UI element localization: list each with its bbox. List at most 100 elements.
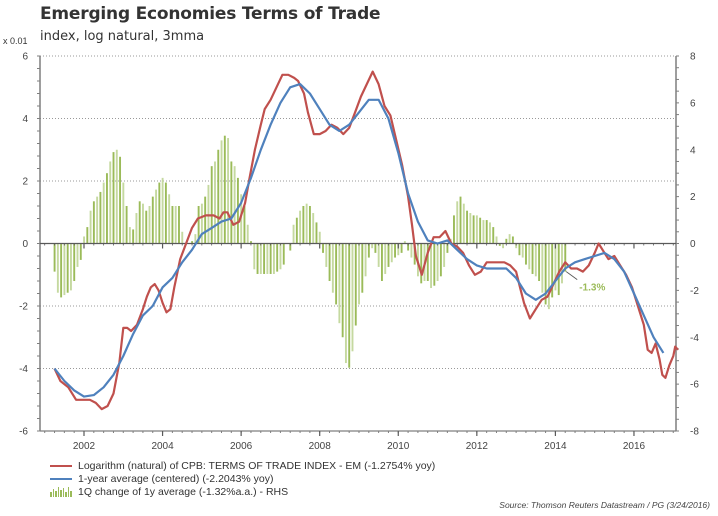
line-series — [53, 70, 679, 411]
bar — [73, 243, 76, 281]
bar — [168, 194, 171, 244]
bar — [272, 243, 275, 274]
bar — [302, 206, 305, 244]
bar — [361, 243, 364, 293]
bar — [443, 243, 446, 267]
bar — [233, 166, 236, 244]
bar — [263, 243, 266, 274]
bar — [102, 182, 105, 244]
bar — [289, 243, 292, 251]
bar — [279, 243, 282, 270]
bar — [403, 241, 406, 244]
legend-label: 1-year average (centered) (-2.2043% yoy) — [78, 472, 274, 485]
bar — [338, 243, 341, 324]
bar — [76, 243, 79, 267]
bar — [292, 224, 295, 244]
legend-swatch-red — [50, 464, 72, 467]
left-tick-label: -6 — [19, 427, 28, 438]
bar — [276, 243, 279, 272]
bar — [328, 243, 331, 281]
bar — [266, 243, 269, 274]
bar — [390, 243, 393, 263]
bar — [305, 203, 308, 244]
bar — [171, 206, 174, 244]
right-tick-label: 0 — [690, 239, 696, 250]
bar — [253, 243, 256, 270]
x-tick-label: 2006 — [230, 441, 253, 452]
bar — [469, 213, 472, 244]
bar — [83, 236, 85, 244]
bar — [531, 243, 534, 274]
bar — [374, 243, 377, 253]
bar — [269, 243, 272, 274]
bar — [220, 140, 223, 244]
bar — [377, 243, 380, 267]
bar — [99, 191, 102, 244]
bar — [387, 243, 390, 267]
bar — [331, 243, 334, 293]
bar — [106, 173, 108, 244]
bar — [489, 222, 491, 244]
bar — [525, 243, 527, 265]
bar — [397, 243, 400, 256]
bar — [322, 243, 324, 253]
bar — [145, 210, 148, 244]
bar — [227, 138, 230, 244]
bar — [348, 243, 351, 368]
bar — [482, 220, 485, 244]
bar — [495, 236, 498, 244]
bar — [246, 224, 249, 244]
bar — [115, 149, 118, 244]
bar — [498, 243, 501, 246]
bar — [528, 243, 531, 270]
right-tick-label: -4 — [690, 333, 699, 344]
bar — [109, 161, 112, 244]
bar — [250, 241, 252, 244]
bar — [456, 201, 459, 244]
bar — [394, 243, 396, 258]
left-tick-label: -2 — [19, 302, 28, 313]
legend-label: Logarithm (natural) of CPB: TERMS OF TRA… — [78, 459, 436, 472]
x-tick-label: 2014 — [544, 441, 567, 452]
bar — [541, 243, 544, 293]
left-tick-label: -4 — [19, 364, 28, 375]
bar — [521, 243, 524, 258]
bar — [351, 243, 354, 352]
legend-swatch-blue — [50, 477, 72, 480]
bar — [161, 177, 164, 244]
bar — [544, 243, 547, 305]
bar — [128, 227, 131, 244]
bar — [138, 201, 141, 244]
left-tick-label: 4 — [22, 114, 28, 125]
x-tick-label: 2012 — [466, 441, 489, 452]
bar — [371, 243, 374, 249]
bar — [259, 243, 262, 274]
bar — [511, 236, 514, 244]
bar — [462, 203, 465, 244]
x-tick-label: 2002 — [73, 441, 96, 452]
chart-subtitle: index, log natural, 3mma — [40, 29, 205, 44]
bar — [210, 166, 213, 244]
bar — [561, 243, 563, 284]
bar — [407, 243, 410, 251]
chart-title: Emerging Economies Terms of Trade — [40, 4, 381, 24]
legend-item-red-line: Logarithm (natural) of CPB: TERMS OF TRA… — [50, 459, 435, 472]
legend-label: 1Q change of 1y average (-1.32%a.a.) - R… — [78, 485, 289, 498]
bar — [89, 210, 92, 244]
bar — [472, 215, 475, 244]
source-note: Source: Thomson Reuters Datastream / PG … — [499, 500, 710, 510]
bar — [308, 206, 311, 244]
bar — [515, 243, 518, 249]
bar — [217, 149, 220, 244]
bar — [164, 182, 167, 244]
bar — [132, 229, 135, 244]
bar — [214, 161, 216, 244]
bar — [63, 243, 66, 296]
legend-item-green-bars: 1Q change of 1y average (-1.32%a.a.) - R… — [50, 485, 435, 498]
bar — [142, 203, 144, 244]
bar — [299, 210, 302, 244]
bar — [341, 243, 344, 338]
bar — [505, 238, 508, 244]
series-line-red — [53, 70, 679, 411]
right-tick-label: -8 — [690, 427, 699, 438]
